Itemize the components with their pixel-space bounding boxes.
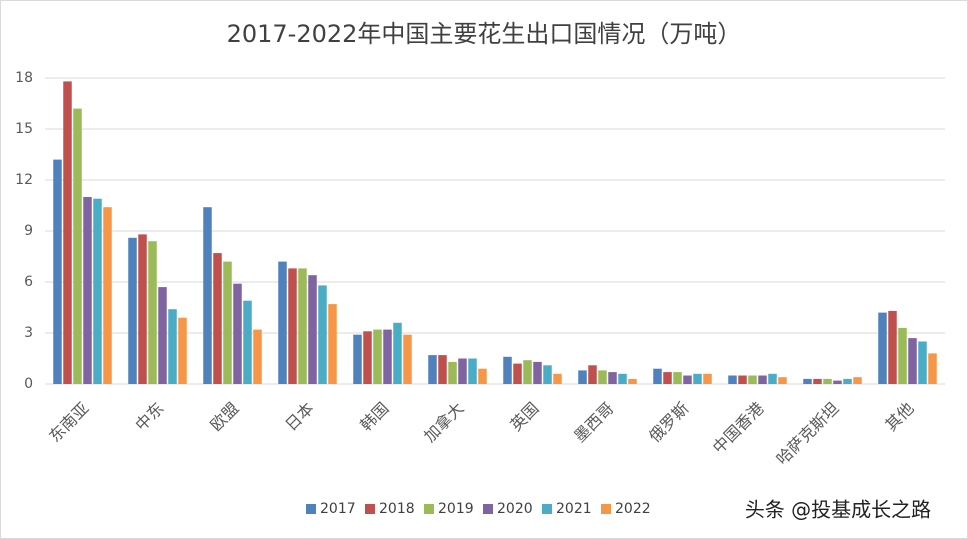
bar bbox=[178, 317, 187, 384]
bar bbox=[203, 207, 212, 384]
bar bbox=[93, 198, 102, 384]
bar bbox=[458, 358, 467, 384]
bar bbox=[703, 373, 712, 384]
bar bbox=[928, 353, 937, 384]
bar bbox=[363, 331, 372, 384]
bar bbox=[653, 368, 662, 384]
bar bbox=[353, 334, 362, 384]
bar bbox=[843, 378, 852, 384]
bar bbox=[393, 322, 402, 384]
bar bbox=[503, 356, 512, 384]
bar bbox=[298, 268, 307, 384]
bar bbox=[63, 81, 72, 385]
watermark: 头条 @投基成长之路 bbox=[745, 498, 931, 522]
bar bbox=[683, 375, 692, 384]
bar bbox=[768, 373, 777, 384]
bar bbox=[908, 338, 917, 384]
legend-label: 2017 bbox=[320, 501, 356, 517]
bar bbox=[438, 355, 447, 384]
legend-label: 2019 bbox=[438, 501, 474, 517]
bar bbox=[328, 304, 337, 384]
bar bbox=[888, 310, 897, 384]
bar bbox=[308, 275, 317, 384]
bar bbox=[918, 341, 927, 384]
bar bbox=[403, 334, 412, 384]
bar bbox=[148, 241, 157, 384]
bar bbox=[223, 261, 232, 384]
bar bbox=[823, 378, 832, 384]
bar bbox=[673, 372, 682, 384]
bar bbox=[628, 378, 637, 384]
bar bbox=[288, 268, 297, 384]
bar bbox=[128, 237, 137, 384]
legend-swatch bbox=[306, 504, 316, 514]
y-tick-label: 0 bbox=[24, 376, 33, 392]
bar bbox=[523, 360, 532, 384]
chart-title: 2017-2022年中国主要花生出口国情况（万吨） bbox=[227, 20, 742, 48]
bar bbox=[448, 361, 457, 384]
bar bbox=[278, 261, 287, 384]
bar bbox=[103, 207, 112, 384]
y-tick-label: 9 bbox=[24, 223, 33, 239]
bar bbox=[168, 309, 177, 384]
bar bbox=[553, 373, 562, 384]
bar bbox=[898, 327, 907, 384]
bar bbox=[73, 108, 82, 384]
legend-swatch bbox=[424, 504, 434, 514]
legend-label: 2022 bbox=[615, 501, 651, 517]
bar bbox=[373, 329, 382, 384]
bar bbox=[428, 355, 437, 384]
bar bbox=[663, 372, 672, 384]
bar bbox=[53, 159, 62, 384]
bar bbox=[618, 373, 627, 384]
y-tick-label: 3 bbox=[24, 325, 33, 341]
bar bbox=[728, 375, 737, 384]
bar bbox=[693, 373, 702, 384]
bar bbox=[748, 375, 757, 384]
bar bbox=[543, 365, 552, 384]
bar bbox=[813, 378, 822, 384]
legend-swatch bbox=[601, 504, 611, 514]
bar bbox=[778, 377, 787, 384]
bar bbox=[318, 285, 327, 384]
bar bbox=[138, 234, 147, 384]
bar bbox=[853, 377, 862, 384]
legend-swatch bbox=[542, 504, 552, 514]
bar bbox=[213, 253, 222, 384]
bar bbox=[738, 375, 747, 384]
legend-label: 2018 bbox=[379, 501, 415, 517]
bar bbox=[83, 197, 92, 384]
bar bbox=[588, 365, 597, 384]
bar bbox=[243, 300, 252, 384]
y-tick-label: 6 bbox=[24, 274, 33, 290]
bar bbox=[383, 329, 392, 384]
bar bbox=[158, 287, 167, 384]
bar bbox=[803, 378, 812, 384]
bar bbox=[513, 363, 522, 384]
legend-swatch bbox=[483, 504, 493, 514]
legend-label: 2021 bbox=[556, 501, 592, 517]
y-tick-label: 15 bbox=[15, 121, 33, 137]
bar bbox=[233, 283, 242, 384]
bar bbox=[608, 372, 617, 384]
bar bbox=[878, 312, 887, 384]
bar bbox=[533, 361, 542, 384]
bar bbox=[598, 370, 607, 384]
y-tick-label: 18 bbox=[15, 70, 33, 86]
bar bbox=[578, 370, 587, 384]
bar bbox=[478, 368, 487, 384]
bar bbox=[758, 375, 767, 384]
legend-swatch bbox=[365, 504, 375, 514]
bar bbox=[833, 380, 842, 384]
y-tick-label: 12 bbox=[15, 172, 33, 188]
bar bbox=[253, 329, 262, 384]
bar bbox=[468, 358, 477, 384]
legend-label: 2020 bbox=[497, 501, 533, 517]
